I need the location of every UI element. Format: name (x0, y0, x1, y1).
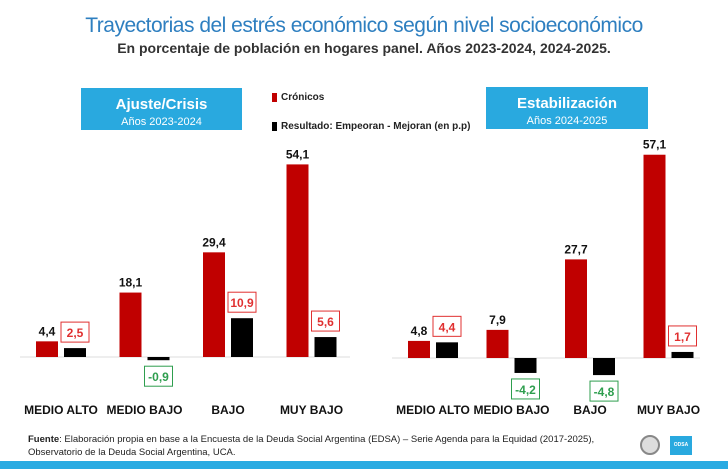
value-label-resultado: 5,6 (317, 315, 334, 329)
bar-cronicos (486, 329, 509, 358)
category-label: MEDIO BAJO (106, 403, 182, 417)
value-label-box (311, 310, 340, 332)
value-label-cronicos: 4,8 (411, 324, 428, 338)
value-label-resultado: -4,8 (594, 385, 615, 399)
value-label-resultado: 10,9 (230, 296, 254, 310)
category-label: MUY BAJO (280, 403, 343, 417)
value-label-cronicos: 54,1 (286, 147, 310, 161)
bar-cronicos (565, 259, 587, 358)
value-label-cronicos: 29,4 (202, 235, 226, 249)
panel-title: Estabilización (516, 95, 618, 112)
value-label-cronicos: 57,1 (643, 138, 667, 152)
category-label: MEDIO BAJO (473, 403, 549, 417)
value-label-box (144, 365, 173, 387)
panel-subtitle: Años 2023-2024 (121, 116, 202, 128)
panel-estabilizacion: Estabilización Años 2024-2025 (486, 87, 648, 129)
bar-resultado (64, 348, 86, 357)
source-text: : Elaboración propia en base a la Encues… (59, 434, 595, 445)
bar-cronicos (36, 341, 58, 357)
source-label: Fuente (28, 434, 60, 445)
bar-cronicos (203, 252, 225, 357)
value-label-box (511, 378, 540, 400)
bar-cronicos (286, 164, 309, 357)
bar-cronicos (119, 292, 142, 357)
bar-resultado (671, 351, 694, 358)
legend-label: Resultado: Empeoran - Mejoran (en p.p) (281, 121, 471, 132)
category-label: MEDIO ALTO (24, 403, 98, 417)
source-text-2: Observatorio de la Deuda Social Argentin… (28, 447, 236, 458)
value-label-resultado: 2,5 (67, 326, 84, 340)
category-label: BAJO (573, 403, 606, 417)
legend-resultado: Resultado: Empeoran - Mejoran (en p.p) (272, 121, 470, 132)
value-label-box (589, 380, 619, 402)
chart-subtitle: En porcentaje de población en hogares pa… (117, 40, 611, 56)
legend-swatch-red (272, 93, 277, 102)
value-label-resultado: -0,9 (148, 370, 169, 384)
category-label: BAJO (211, 403, 244, 417)
bar-resultado (593, 358, 615, 376)
source-note: Fuente: Elaboración propia en base a la … (28, 433, 594, 459)
value-label-box (227, 291, 257, 313)
value-label-cronicos: 4,4 (39, 324, 56, 338)
panel-title: Ajuste/Crisis (115, 96, 208, 113)
legend-label: Crónicos (281, 92, 325, 103)
value-label-box (432, 315, 462, 337)
value-label-cronicos: 7,9 (489, 313, 506, 327)
value-label-resultado: 4,4 (439, 320, 456, 334)
value-label-cronicos: 27,7 (564, 242, 588, 256)
value-label-box (668, 325, 697, 347)
legend-cronicos: Crónicos (272, 92, 324, 103)
bar-cronicos (408, 340, 430, 358)
uca-seal-logo (640, 435, 660, 455)
bar-resultado (514, 358, 537, 373)
chart-title: Trayectorias del estrés económico según … (85, 14, 643, 37)
bar-cronicos (643, 154, 666, 358)
category-label: MUY BAJO (637, 403, 700, 417)
panel-subtitle: Años 2024-2025 (526, 115, 608, 127)
value-label-resultado: 1,7 (674, 330, 691, 344)
bar-chart: 4,4 2,5 MEDIO ALTO 18,1 -0,9 MEDIO BAJO 29,4 10… (20, 138, 700, 417)
odsa-logo: ODSA (670, 436, 692, 455)
category-label: MEDIO ALTO (396, 403, 470, 417)
bar-resultado (147, 357, 170, 361)
panel-ajuste-crisis: Ajuste/Crisis Años 2023-2024 (81, 88, 242, 130)
value-label-cronicos: 18,1 (119, 276, 143, 290)
value-label-box (60, 321, 90, 343)
bar-resultado (436, 342, 458, 358)
value-label-resultado: -4,2 (515, 383, 536, 397)
bar-resultado (231, 318, 253, 357)
legend-swatch-black (272, 122, 277, 131)
bar-resultado (314, 337, 337, 357)
bottom-bar (0, 461, 728, 469)
